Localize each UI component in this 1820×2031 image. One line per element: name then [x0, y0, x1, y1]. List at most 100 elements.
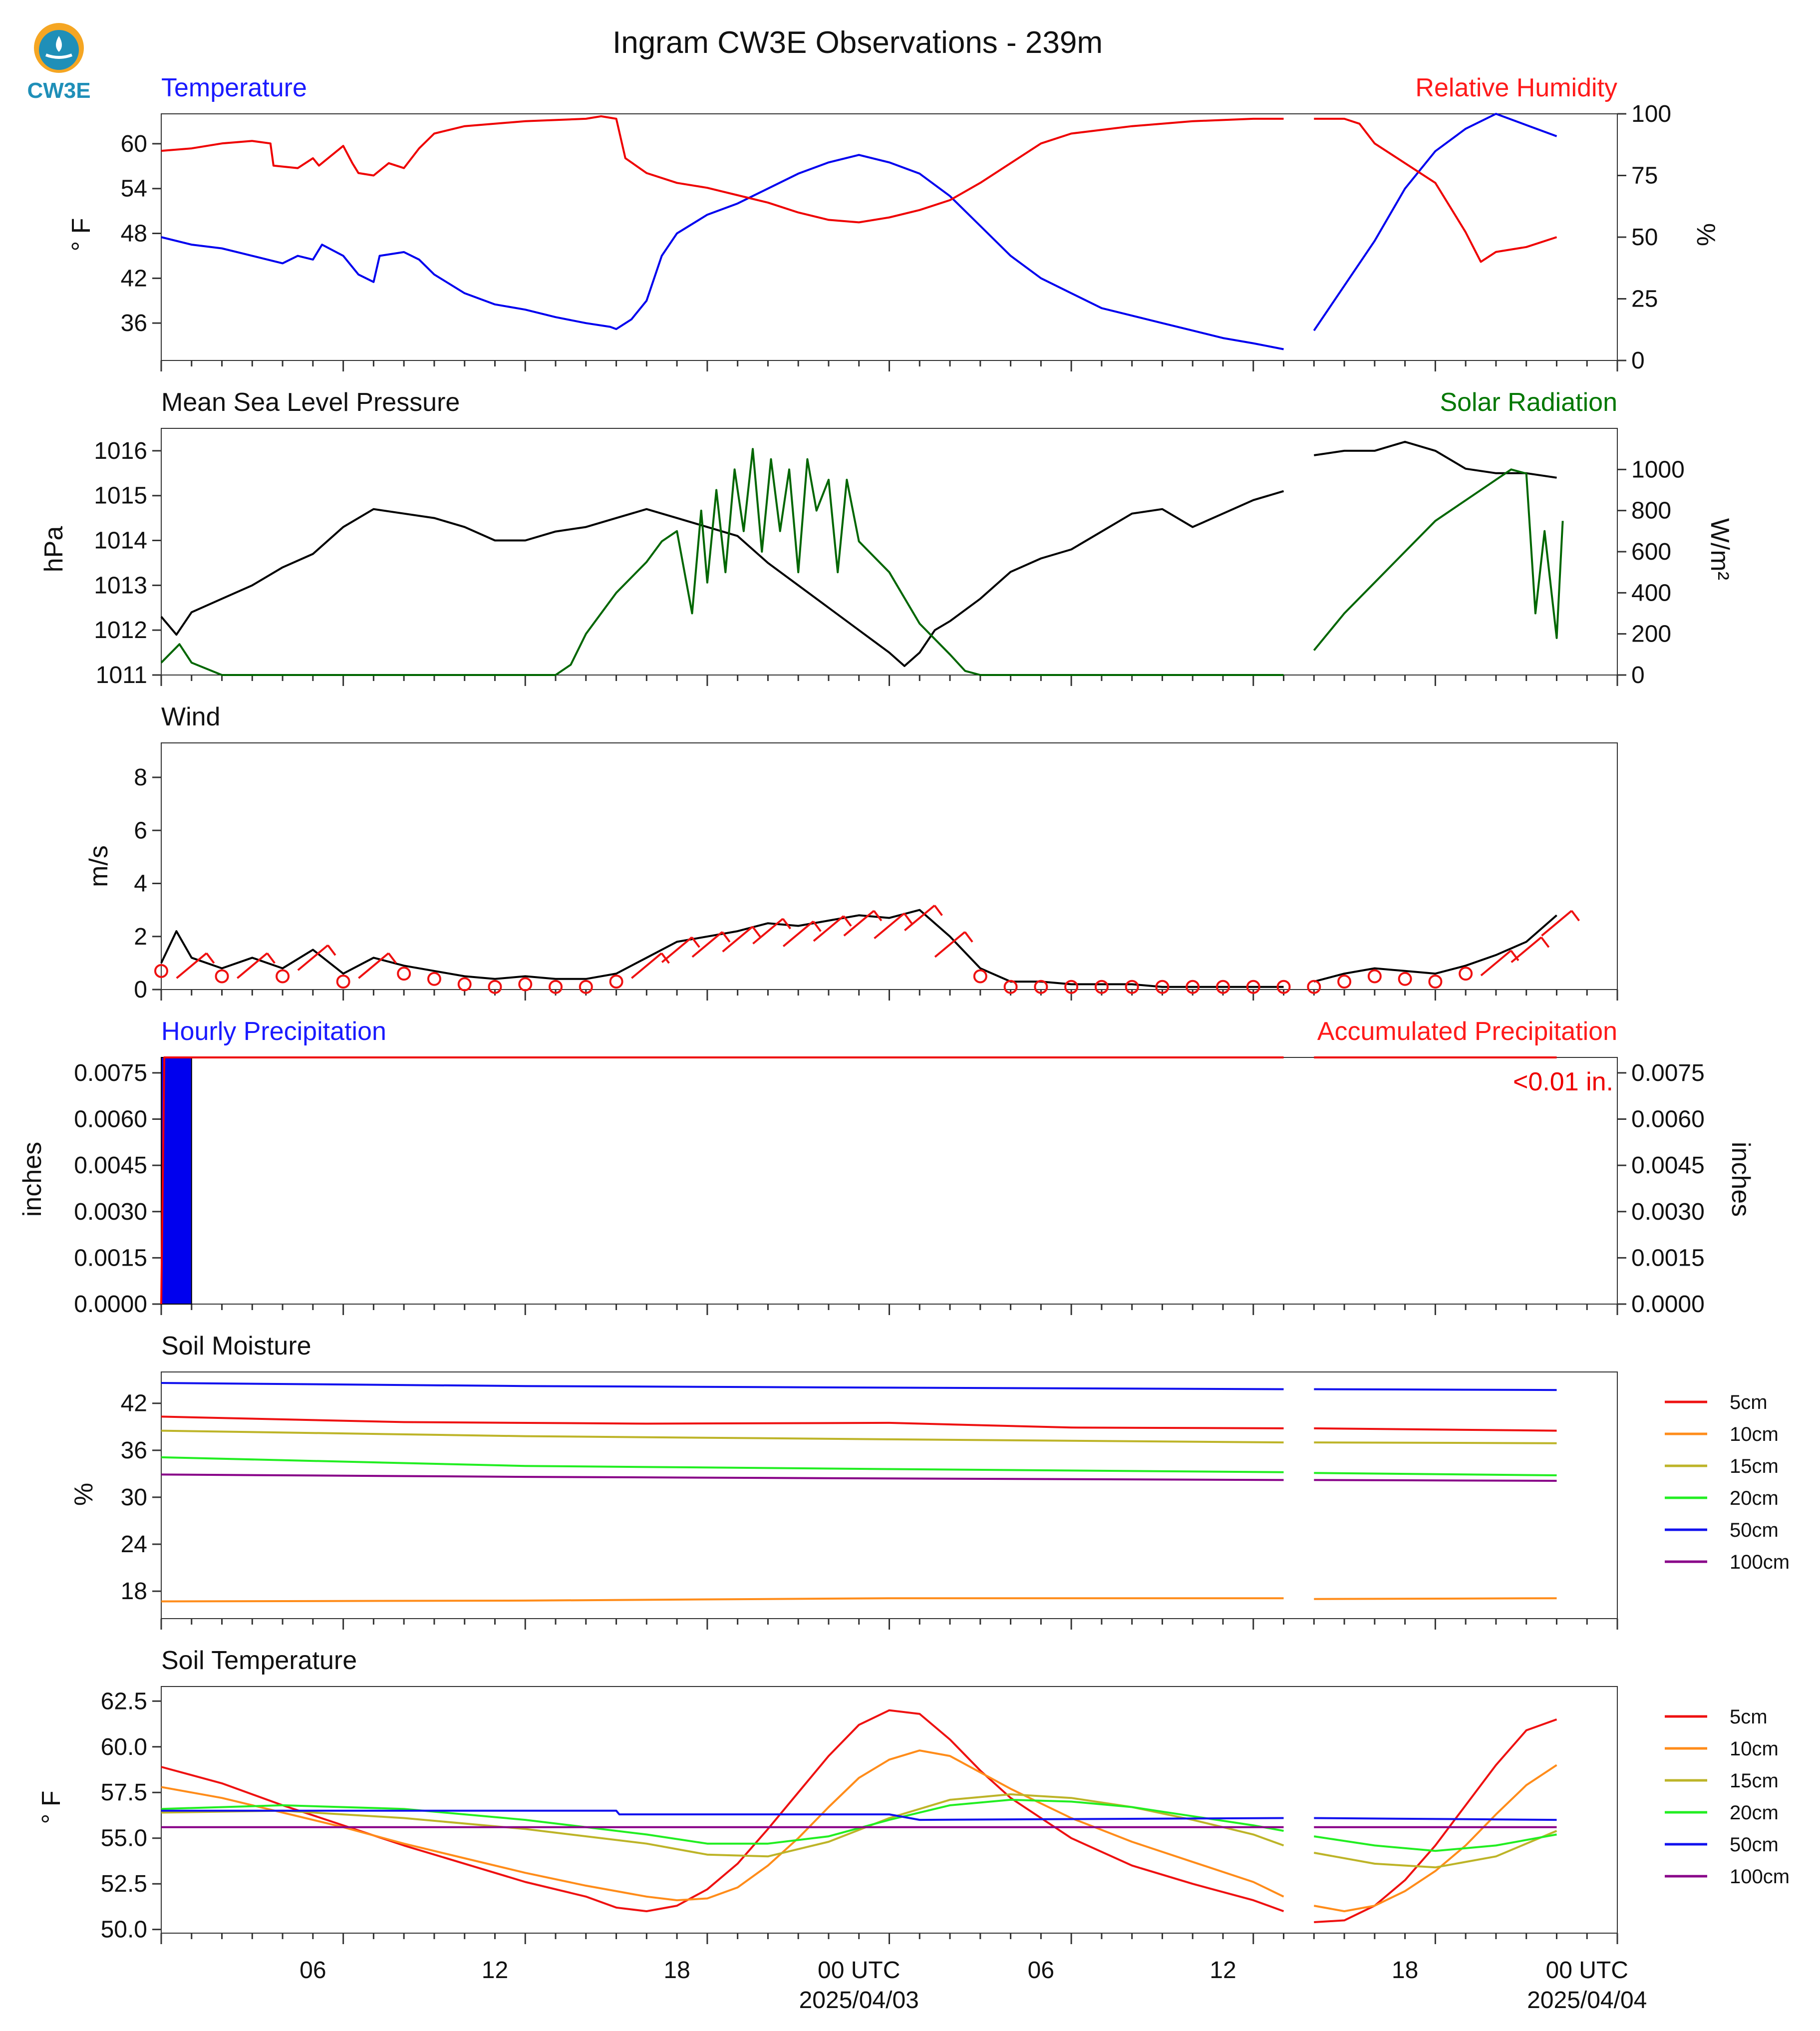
- plot-frame: [161, 1371, 1618, 1619]
- solar-line-2: [160, 448, 1284, 676]
- legend-label-10cm: 10cm: [1730, 1738, 1779, 1760]
- wind-barb-calm: [1398, 972, 1412, 986]
- legend-label-50cm: 50cm: [1730, 1834, 1779, 1856]
- cw3e-logo: CW3E: [27, 23, 91, 103]
- y-tick-label-pressure-1015: 1015: [94, 483, 147, 509]
- y-tick-label-precip-right-0-0045: 0.0045: [1631, 1152, 1705, 1179]
- wind-barb-flag: [691, 937, 700, 948]
- soil-temperature-line-15cm-5: [1313, 1830, 1557, 1869]
- y-label-precip-right: inches: [1726, 1142, 1755, 1217]
- panel-title-wind: Wind: [161, 702, 220, 731]
- x-tick-label-00-utc-3: 00 UTC: [818, 1957, 900, 1984]
- panel-title-hourly-precip: Hourly Precipitation: [161, 1017, 386, 1046]
- soil-temperature-line-20cm-7: [1314, 1833, 1557, 1852]
- wind-barb: [297, 944, 329, 971]
- y-tick-label-soil-moisture-36: 36: [121, 1437, 147, 1464]
- y-tick-label-pressure-1016: 1016: [94, 438, 147, 464]
- pressure-line-0: [160, 490, 1284, 667]
- wind-barb: [237, 952, 268, 979]
- y-tick-label-wind-4: 4: [134, 871, 147, 897]
- y-tick-label-soil-moisture-24: 24: [121, 1531, 147, 1558]
- panel-title-soil-moisture: Soil Moisture: [161, 1332, 311, 1360]
- wind-barb-calm: [579, 980, 593, 994]
- soil-temperature-line-50cm-8: [161, 1809, 1284, 1821]
- soil-moisture-line-100cm-11: [1314, 1479, 1557, 1482]
- wind-barb-flag: [903, 913, 913, 924]
- wind-barb-calm: [276, 969, 290, 984]
- precip-annotation: <0.01 in.: [1513, 1067, 1613, 1096]
- y-tick-label-wind-6: 6: [134, 817, 147, 844]
- wind-barb-calm: [1215, 980, 1230, 994]
- y-tick-label-solar-600: 600: [1631, 539, 1671, 565]
- wind-barb: [1480, 950, 1512, 977]
- wind-barb: [934, 931, 966, 958]
- panel-temperature-humidity: Temperature Relative Humidity ° F % 60 54…: [67, 73, 1720, 374]
- wind-barb: [691, 931, 723, 958]
- panel-title-humidity: Relative Humidity: [1415, 73, 1617, 102]
- y-tick-label-soil-temperature-52-5: 52.5: [101, 1871, 147, 1897]
- wind-speed-line-0: [160, 909, 1284, 988]
- y-tick-label-humidity-25: 25: [1631, 286, 1658, 313]
- y-label-soil-temperature: ° F: [37, 1790, 66, 1824]
- x-axis: 06 12 18 00 UTC 06 12 18 00 UTC 2025/04/03 2025/0…: [300, 1957, 1647, 2014]
- soil-moisture-line-20cm-7: [1314, 1472, 1557, 1476]
- wind-barb: [631, 952, 662, 979]
- y-tick-label-soil-temperature-60-0: 60.0: [101, 1734, 147, 1760]
- y-tick-label-pressure-1012: 1012: [94, 617, 147, 644]
- panel-soil-moisture: Soil Moisture % 42 36 30 24 18 5cm 10cm 15cm 20c…: [69, 1332, 1790, 1630]
- y-tick-label-humidity-100: 100: [1631, 101, 1671, 127]
- wind-barb-calm: [518, 977, 533, 992]
- y-tick-label-solar-0: 0: [1631, 662, 1645, 688]
- wind-speed-line-1: [1313, 914, 1557, 983]
- wind-barb-calm: [1094, 980, 1109, 994]
- y-tick-label-soil-temperature-62-5: 62.5: [101, 1688, 147, 1714]
- wind-barb: [1541, 910, 1572, 937]
- panel-precipitation: Hourly Precipitation Accumulated Precipi…: [18, 1017, 1755, 1318]
- y-tick-label-precip-right-0-0015: 0.0015: [1631, 1245, 1705, 1271]
- wind-barb-calm: [154, 964, 168, 978]
- y-tick-label-soil-temperature-57-5: 57.5: [101, 1779, 147, 1806]
- y-tick-label-temperature-54: 54: [121, 176, 147, 202]
- y-label-precip-left: inches: [18, 1142, 47, 1217]
- wind-barb-flag: [266, 952, 276, 964]
- wind-barb-calm: [609, 975, 623, 989]
- y-label-wind: m/s: [84, 845, 113, 887]
- temperature-line-1: [1313, 113, 1557, 332]
- panel-title-accum-precip: Accumulated Precipitation: [1317, 1017, 1617, 1046]
- y-tick-label-temperature-48: 48: [121, 221, 147, 247]
- y-label-temperature: ° F: [67, 218, 96, 251]
- wind-barb: [904, 905, 935, 932]
- y-tick-label-precip-left-0-0015: 0.0015: [74, 1245, 147, 1271]
- wind-barb-calm: [488, 980, 502, 994]
- panel-title-pressure: Mean Sea Level Pressure: [161, 388, 460, 417]
- y-tick-label-solar-1000: 1000: [1631, 456, 1685, 483]
- x-tick-label-00-utc-7: 00 UTC: [1546, 1957, 1628, 1984]
- pressure-line-1: [1314, 440, 1557, 479]
- x-tick-label-12-1: 12: [482, 1957, 508, 1984]
- y-label-humidity: %: [1691, 223, 1720, 246]
- wind-barb-calm: [1246, 980, 1260, 994]
- wind-barb-flag: [812, 921, 822, 932]
- wind-barb-calm: [1276, 980, 1291, 994]
- y-tick-label-precip-left-0-0060: 0.0060: [74, 1106, 147, 1133]
- wind-barb-flag: [873, 910, 883, 922]
- y-tick-label-precip-left-0-0045: 0.0045: [74, 1152, 147, 1179]
- y-tick-label-precip-left-0-0030: 0.0030: [74, 1199, 147, 1225]
- wind-barb-calm: [1003, 980, 1018, 994]
- y-label-solar: W/m²: [1705, 518, 1734, 580]
- wind-barb-flag: [964, 931, 973, 943]
- legend-label-15cm: 15cm: [1730, 1455, 1779, 1477]
- y-tick-label-precip-left-0-0000: 0.0000: [74, 1291, 147, 1318]
- wind-barb-flag: [327, 945, 336, 956]
- x-tick-label-18-6: 18: [1392, 1957, 1418, 1984]
- soil-moisture-line-50cm-9: [1314, 1388, 1557, 1391]
- legend-label-20cm: 20cm: [1730, 1802, 1779, 1824]
- wind-barb-calm: [1186, 980, 1200, 994]
- wind-barb: [782, 920, 814, 947]
- y-tick-label-soil-moisture-18: 18: [121, 1578, 147, 1605]
- soil-moisture-line-15cm-4: [161, 1429, 1284, 1444]
- panel-pressure-solar: Mean Sea Level Pressure Solar Radiation …: [39, 388, 1734, 688]
- y-tick-label-soil-temperature-50-0: 50.0: [101, 1917, 147, 1943]
- wind-barb: [843, 910, 875, 937]
